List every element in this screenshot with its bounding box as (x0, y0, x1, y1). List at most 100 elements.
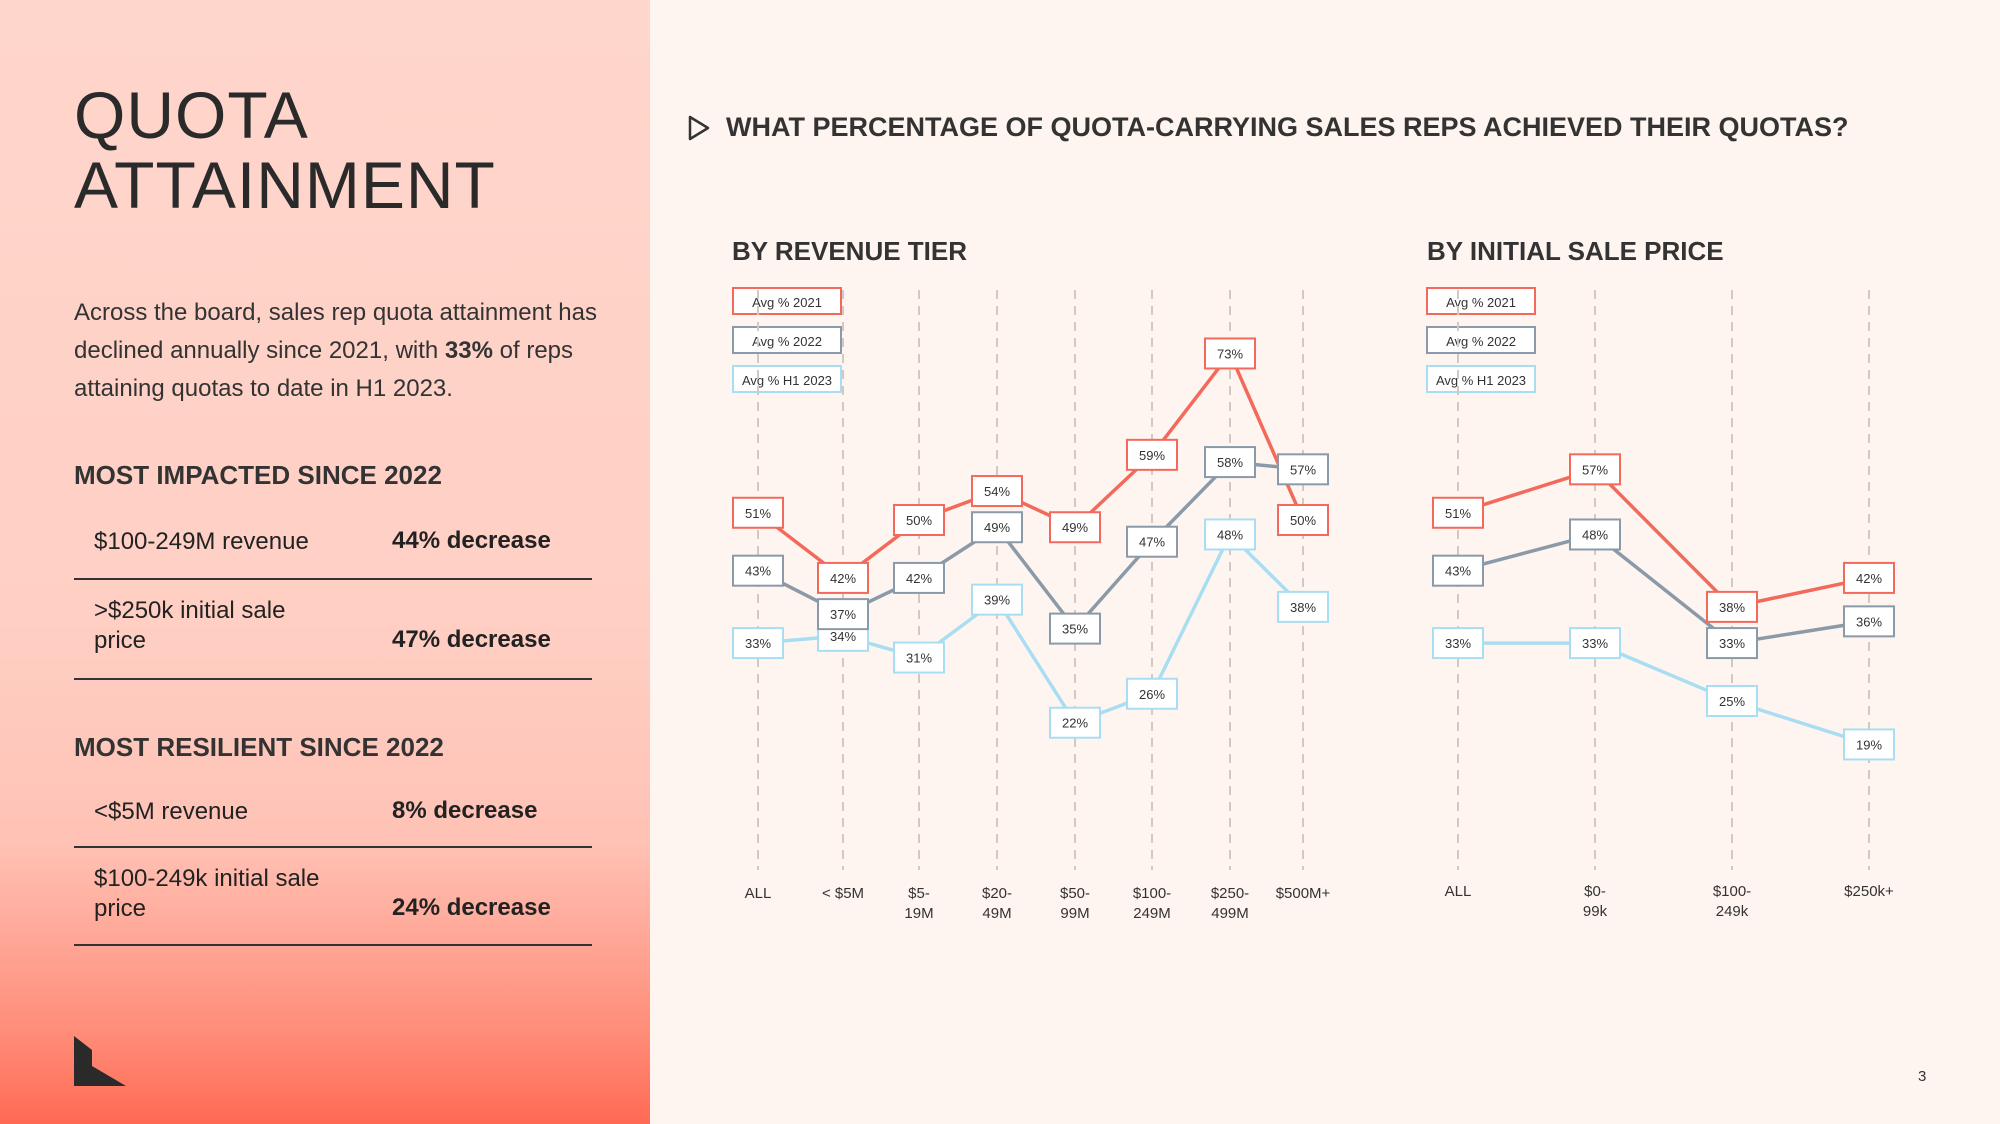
resilient-row-2-value: 24% decrease (392, 894, 551, 921)
chart-2-series-0-point-2 (1706, 590, 1758, 623)
chart-1-series-0-point-0 (732, 496, 784, 529)
chart-1-series-1-label-3: 49% (984, 520, 1010, 535)
chart-2-series-0-point-0 (1432, 496, 1484, 529)
chart-1-series-0-point-5 (1126, 438, 1178, 471)
chart-1-series-0-point-4 (1049, 511, 1101, 544)
brand-logo-icon (74, 1036, 126, 1086)
intro-text: Across the board, sales rep quota attain… (74, 294, 634, 408)
chart-2-series-2-line (1458, 641, 1870, 747)
chart-1-series-1-label-0: 43% (745, 564, 771, 579)
chart-1-series-1-point-3 (971, 511, 1023, 544)
chart-2-series-2-label-0: 33% (1445, 636, 1471, 651)
chart-2-legend-h1-2023: Avg % H1 2023 (1426, 365, 1536, 393)
chart-2-series-1-label-2: 33% (1719, 636, 1745, 651)
chart-1-series-2-label-6: 48% (1217, 527, 1243, 542)
resilient-heading: MOST RESILIENT SINCE 2022 (74, 732, 444, 762)
chart-2-series-2-label-3: 19% (1856, 737, 1882, 752)
chart-1-series-2-point-5 (1126, 677, 1178, 710)
page-title: QUOTA ATTAINMENT (74, 80, 496, 220)
chart-1-tick-6: $250-499M (1211, 885, 1249, 922)
chart-1-series-0-point-1 (817, 561, 869, 594)
chart-2-series-1-point-2 (1706, 627, 1758, 660)
chart-2-legend-2022: Avg % 2022 (1426, 326, 1536, 354)
chart-2-series-1-label-0: 43% (1445, 564, 1471, 579)
chart-1-series-0-label-2: 50% (906, 513, 932, 528)
chart-1-series-0-label-5: 59% (1139, 448, 1165, 463)
chart-2-series-2-label-1: 33% (1582, 636, 1608, 651)
chart-2-series-1-label-1: 48% (1582, 527, 1608, 542)
resilient-row-1-label: <$5M revenue (94, 798, 249, 825)
chart-1-series-1-point-0 (732, 554, 784, 587)
chart-1-series-0-label-0: 51% (745, 506, 771, 521)
chart-1-series-1-label-4: 35% (1062, 622, 1088, 637)
impacted-heading: MOST IMPACTED SINCE 2022 (74, 460, 442, 490)
chart-2-series-0-label-3: 42% (1856, 571, 1882, 586)
play-icon (688, 115, 710, 141)
chart-1-series-2-label-5: 26% (1139, 687, 1165, 702)
chart-1-legend-2022: Avg % 2022 (732, 326, 842, 354)
chart-1-series-2-point-0 (732, 627, 784, 660)
chart-2-series-1-label-3: 36% (1856, 614, 1882, 629)
chart-1-series-1-point-7 (1277, 453, 1329, 486)
resilient-row-1: <$5M revenue 8% decrease (74, 780, 592, 848)
chart-1-series-2-point-4 (1049, 706, 1101, 739)
chart-1-series-2-label-1: 34% (830, 629, 856, 644)
chart-1-series-0-point-3 (971, 475, 1023, 508)
chart-2-series-2-point-0 (1432, 627, 1484, 660)
chart-2-series-0-label-1: 57% (1582, 462, 1608, 477)
chart-1-series-0-label-1: 42% (830, 571, 856, 586)
chart-1-legend-2021: Avg % 2021 (732, 287, 842, 315)
chart-2-series-0-label-0: 51% (1445, 506, 1471, 521)
title-line-2: ATTAINMENT (74, 148, 496, 222)
chart-2-tick-3: $250k+ (1844, 883, 1894, 900)
chart-2-series-1-line (1457, 532, 1870, 645)
chart-2-series-0-point-1 (1569, 453, 1621, 486)
chart-2-series-2-point-3 (1843, 728, 1895, 761)
chart-2-title: BY INITIAL SALE PRICE (1427, 236, 1724, 266)
resilient-row-2-label: $100-249k initial sale price (94, 865, 320, 922)
chart-1-series-0-label-4: 49% (1062, 520, 1088, 535)
chart-1-series-1-point-2 (893, 561, 945, 594)
chart-1-tick-7: $500M+ (1276, 885, 1331, 902)
chart-1-series-2-label-7: 38% (1290, 600, 1316, 615)
chart-1-series-1-label-7: 57% (1290, 462, 1316, 477)
chart-1-series-0-label-7: 50% (1290, 513, 1316, 528)
chart-1-series-1-label-1: 37% (830, 607, 856, 622)
intro-after: of reps attaining quotas to date in H1 2… (74, 337, 574, 402)
chart-1-tick-5: $100-249M (1133, 885, 1171, 922)
chart-1-tick-1: < $5M (822, 885, 864, 902)
chart-1-series-0-point-2 (893, 504, 945, 536)
resilient-row-1-value: 8% decrease (392, 797, 538, 824)
chart-1-series-0-label-6: 73% (1217, 346, 1243, 361)
chart-1-series-2-label-3: 39% (984, 593, 1010, 608)
chart-1-series-2-point-2 (893, 641, 945, 674)
chart-2-series-0-label-2: 38% (1719, 600, 1745, 615)
chart-2-series-2-point-1 (1569, 627, 1621, 660)
question-heading: WHAT PERCENTAGE OF QUOTA-CARRYING SALES … (726, 112, 1849, 142)
chart-1-tick-2: $5-19M (904, 885, 933, 922)
impacted-row-2: >$250k initial sale price 47% decrease (74, 580, 592, 680)
left-panel: QUOTA ATTAINMENT Across the board, sales … (0, 0, 650, 1124)
right-panel (650, 0, 2000, 1124)
chart-1-series-0-point-7 (1277, 504, 1329, 536)
impacted-row-1-label: $100-249M revenue (94, 528, 309, 555)
chart-1-series-1-point-4 (1049, 612, 1101, 645)
chart-1-series-2-point-7 (1277, 590, 1329, 623)
chart-1-series-2-point-3 (971, 583, 1023, 616)
chart-2-series-1-point-0 (1432, 554, 1484, 587)
chart-2-legend-2021: Avg % 2021 (1426, 287, 1536, 315)
chart-2-series-1-point-1 (1569, 518, 1621, 551)
chart-1-tick-4: $50-99M (1060, 885, 1090, 922)
impacted-row-2-value: 47% decrease (392, 626, 551, 653)
chart-2-tick-0: ALL (1445, 883, 1472, 900)
page-number: 3 (1918, 1068, 1927, 1085)
chart-1-series-1-point-1 (817, 598, 869, 631)
chart-1-series-1-point-6 (1204, 446, 1256, 479)
resilient-row-2: $100-249k initial sale price 24% decreas… (74, 848, 592, 946)
title-line-1: QUOTA (74, 78, 309, 152)
chart-2-series-2-point-2 (1706, 685, 1758, 717)
intro-before: Across the board, sales rep quota attain… (74, 299, 597, 364)
chart-2-series-0-point-3 (1843, 561, 1895, 594)
chart-1-series-1-label-5: 47% (1139, 535, 1165, 550)
impacted-row-1: $100-249M revenue 44% decrease (74, 512, 592, 580)
